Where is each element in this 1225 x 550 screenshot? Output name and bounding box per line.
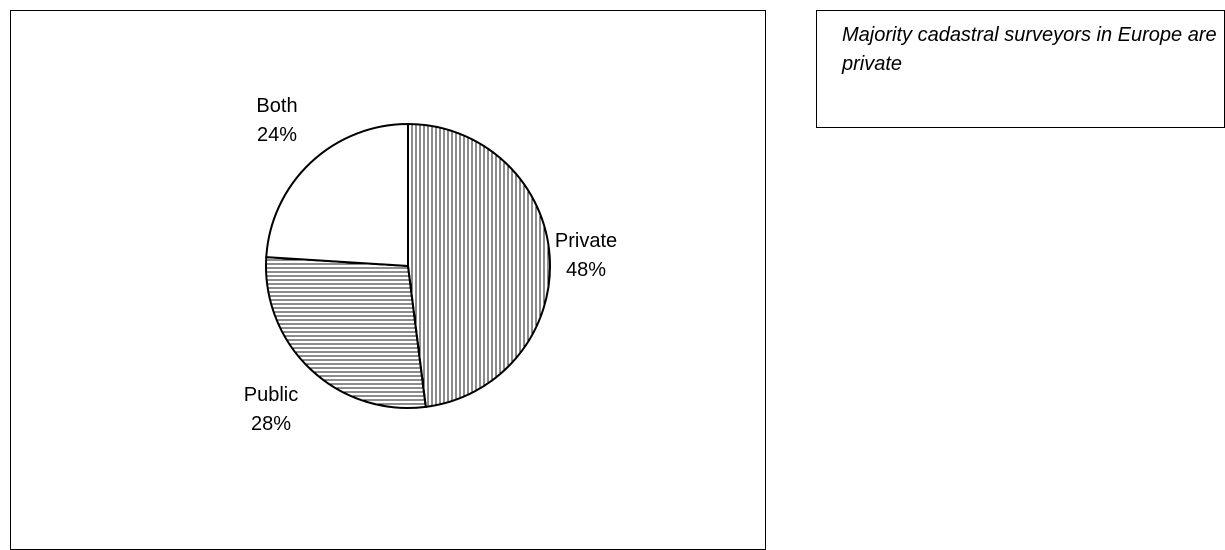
slice-label-private: Private 48%: [536, 227, 636, 285]
slice-name-both: Both: [256, 95, 298, 117]
caption-box: Majority cadastral surveyors in Europe a…: [816, 10, 1225, 128]
slice-percent-both: 24%: [256, 124, 298, 146]
pie-slice-both: [265, 122, 409, 268]
slice-name-public: Public: [243, 384, 299, 406]
slice-percent-private: 48%: [565, 259, 607, 281]
slice-label-both: Both 24%: [227, 92, 327, 150]
chart-frame: Private 48% Public 28% Both 24%: [10, 10, 766, 550]
pie-chart: [265, 122, 551, 409]
slice-name-private: Private: [554, 230, 618, 252]
caption-text: Majority cadastral surveyors in Europe a…: [842, 24, 1217, 75]
pie-slice-public: [265, 256, 427, 409]
pie-slice-private: [407, 122, 551, 408]
slice-percent-public: 28%: [250, 413, 292, 435]
slice-label-public: Public 28%: [221, 381, 321, 439]
